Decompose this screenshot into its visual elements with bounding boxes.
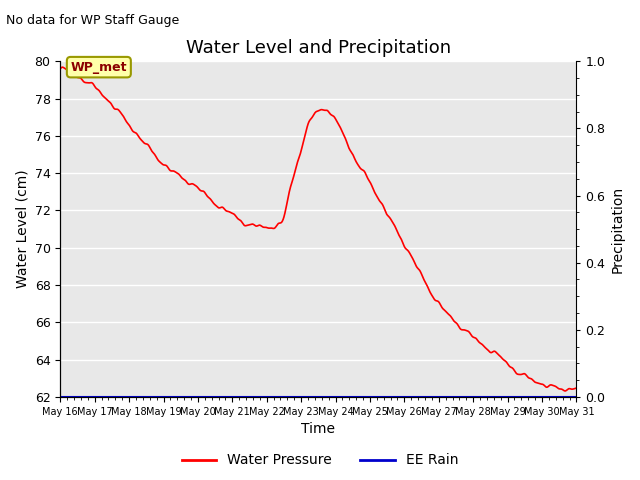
- Legend: Water Pressure, EE Rain: Water Pressure, EE Rain: [176, 448, 464, 473]
- Title: Water Level and Precipitation: Water Level and Precipitation: [186, 39, 451, 57]
- Y-axis label: Precipitation: Precipitation: [611, 186, 625, 273]
- Text: No data for WP Staff Gauge: No data for WP Staff Gauge: [6, 14, 180, 27]
- Y-axis label: Water Level (cm): Water Level (cm): [15, 170, 29, 288]
- Text: WP_met: WP_met: [70, 60, 127, 73]
- X-axis label: Time: Time: [301, 422, 335, 436]
